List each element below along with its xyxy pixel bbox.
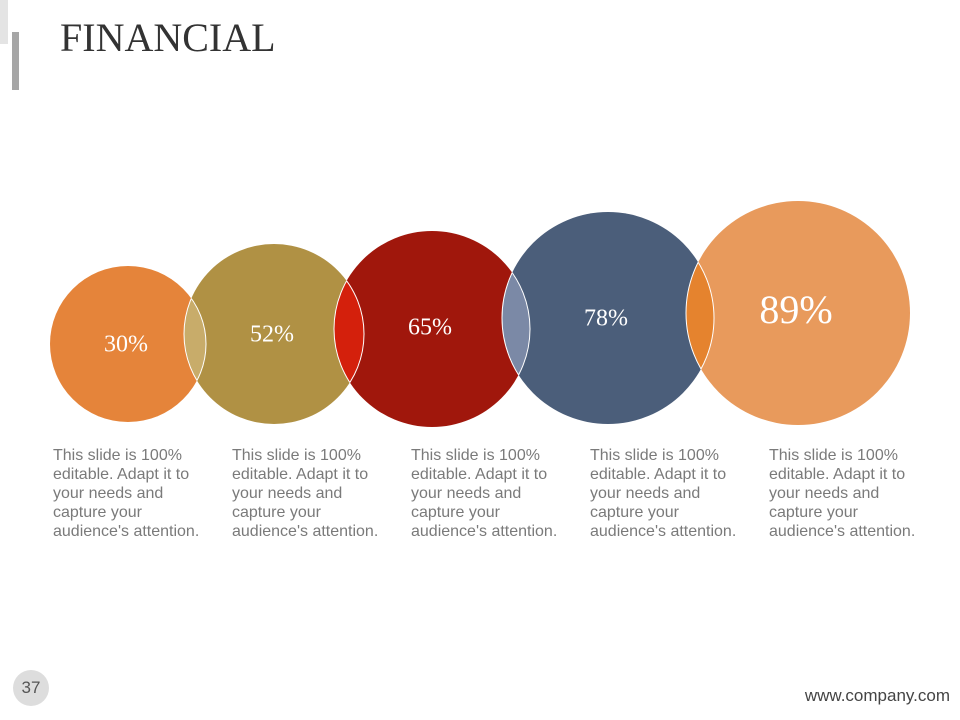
circle — [502, 212, 714, 424]
description: This slide is 100% editable. Adapt it to… — [590, 447, 737, 540]
description: This slide is 100% editable. Adapt it to… — [411, 447, 558, 540]
circle — [686, 201, 910, 425]
accent-bar — [0, 0, 8, 44]
overlap-edge — [501, 231, 530, 425]
circles: 30% 52% 65% 78% 89% — [50, 201, 910, 427]
circle — [334, 231, 530, 427]
overlap-edge — [502, 230, 531, 424]
percent-label: 65% — [408, 315, 452, 341]
overlap-edge — [184, 265, 207, 423]
title: FINANCIAL — [60, 15, 276, 60]
percent-label: 89% — [759, 287, 832, 332]
accent-bar — [12, 32, 19, 90]
footer: www.company.com — [804, 686, 950, 705]
percent-label: 78% — [584, 306, 628, 332]
overlap-edge — [183, 266, 206, 422]
overlap-edge — [333, 244, 364, 424]
overlap-edge — [685, 212, 714, 424]
description: This slide is 100% editable. Adapt it to… — [769, 447, 916, 540]
circle — [184, 244, 364, 424]
description: This slide is 100% editable. Adapt it to… — [53, 447, 200, 540]
description: This slide is 100% editable. Adapt it to… — [232, 447, 379, 540]
circle — [50, 266, 206, 422]
percent-label: 30% — [104, 332, 148, 358]
page-number: 37 — [13, 670, 49, 706]
percent-label: 52% — [250, 322, 294, 348]
overlap-edge — [334, 243, 365, 425]
overlap-edge — [686, 211, 715, 425]
